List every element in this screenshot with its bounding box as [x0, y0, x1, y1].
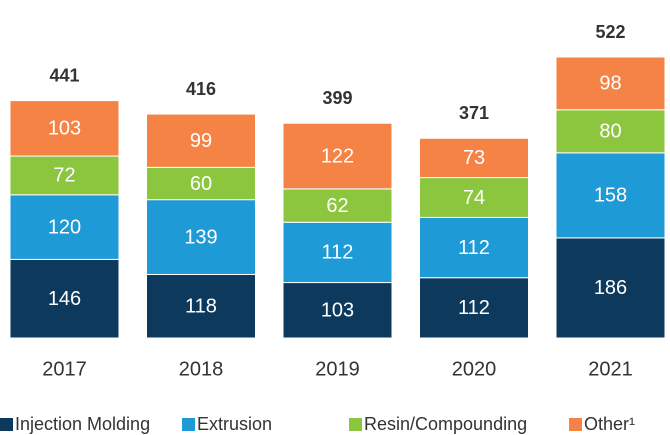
legend-swatch [0, 418, 13, 431]
data-label: 103 [48, 118, 81, 140]
bar-segment [419, 177, 529, 218]
data-label: 60 [190, 173, 212, 195]
data-label: 98 [599, 73, 621, 95]
bar-segment [146, 273, 256, 339]
data-label: 112 [458, 297, 490, 319]
bar-segment [282, 122, 393, 190]
data-label: 118 [185, 296, 217, 318]
x-tick-label: 2018 [179, 358, 224, 380]
legend-label: Resin/Compounding [364, 414, 527, 434]
data-label: 139 [184, 226, 217, 248]
bar-segment [9, 194, 120, 260]
data-label: 99 [190, 130, 212, 152]
total-label: 441 [49, 65, 79, 85]
data-label: 72 [53, 165, 75, 187]
legend-label: Other¹ [584, 414, 635, 434]
data-label: 112 [458, 237, 490, 259]
data-label: 146 [48, 288, 81, 310]
total-label: 371 [459, 103, 489, 123]
legend-label: Extrusion [197, 414, 272, 434]
bar-segment [9, 100, 120, 157]
bar-segment [282, 221, 393, 284]
data-label: 112 [322, 242, 354, 264]
data-label: 62 [326, 195, 348, 217]
bar-segment [146, 166, 256, 201]
x-tick-label: 2017 [42, 358, 87, 380]
legend-label: Injection Molding [15, 414, 150, 434]
data-label: 158 [594, 185, 627, 207]
x-tick-label: 2020 [452, 358, 497, 380]
bar-segment [146, 113, 256, 168]
bar-segment [282, 188, 393, 223]
bar-segment [146, 199, 256, 275]
x-tick-label: 2019 [315, 358, 360, 380]
data-label: 186 [594, 277, 627, 299]
bar-segment [282, 282, 393, 339]
data-label: 73 [463, 147, 485, 169]
data-label: 122 [321, 145, 354, 167]
bar-segment [555, 56, 666, 111]
data-label: 74 [463, 187, 485, 209]
total-label: 416 [186, 79, 216, 99]
total-label: 522 [595, 22, 625, 42]
bar-segment [555, 237, 666, 339]
legend-swatch [569, 418, 582, 431]
legend-swatch [349, 418, 362, 431]
data-label: 120 [48, 216, 81, 238]
x-tick-label: 2021 [588, 358, 633, 380]
total-label: 399 [322, 88, 352, 108]
bar-segment [419, 137, 529, 179]
bar-segment [9, 258, 120, 339]
bar-segment [419, 277, 529, 339]
legend-swatch [182, 418, 195, 431]
bar-segment [555, 109, 666, 154]
data-label: 103 [321, 300, 354, 322]
data-label: 80 [599, 121, 621, 143]
bar-segment [555, 152, 666, 239]
